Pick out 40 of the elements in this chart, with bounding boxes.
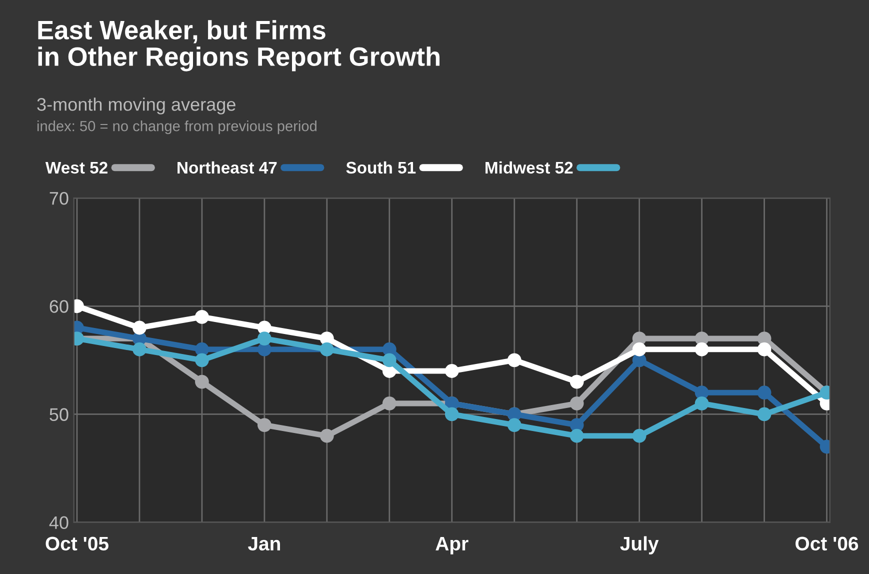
legend-label: Midwest 52 — [486, 161, 573, 174]
point — [757, 407, 772, 422]
point — [257, 418, 272, 432]
point — [132, 320, 146, 335]
point — [632, 342, 646, 356]
y-tick-label: 40 — [49, 516, 68, 530]
y-tick-label: 50 — [50, 408, 68, 421]
x-tick-label: July — [620, 536, 659, 554]
y-tick-label: 60 — [50, 300, 68, 313]
point — [257, 332, 272, 346]
point — [444, 364, 459, 378]
chart-subtitle: 3-month moving average — [37, 98, 236, 114]
point — [320, 428, 334, 443]
point — [757, 386, 772, 400]
x-tick-label: Oct '06 — [796, 536, 858, 551]
x-tick-label: Jan — [248, 536, 280, 551]
x-tick-label: Apr — [436, 536, 468, 554]
point — [382, 396, 396, 410]
point — [694, 396, 709, 410]
point — [132, 342, 146, 356]
point — [757, 342, 772, 356]
text: index: 50 = no change from previous period — [37, 120, 316, 134]
point — [444, 407, 459, 422]
y-tick-label: 70 — [50, 192, 68, 205]
point — [570, 374, 584, 389]
chart-title: East Weaker, but Firms in Other Regions Report Growth — [38, 20, 440, 72]
point — [507, 353, 522, 368]
point — [195, 310, 209, 324]
point — [507, 418, 522, 432]
point — [570, 396, 584, 410]
point — [694, 342, 709, 356]
point — [570, 428, 584, 443]
x-tick-label: Oct '05 — [46, 536, 108, 551]
point — [195, 353, 209, 368]
legend-label: South 51 — [346, 161, 416, 174]
point — [632, 428, 646, 443]
point — [195, 374, 209, 389]
point — [382, 353, 396, 368]
legend-label: Northeast 47 — [178, 161, 277, 174]
legend-label: West 52 — [45, 162, 108, 174]
